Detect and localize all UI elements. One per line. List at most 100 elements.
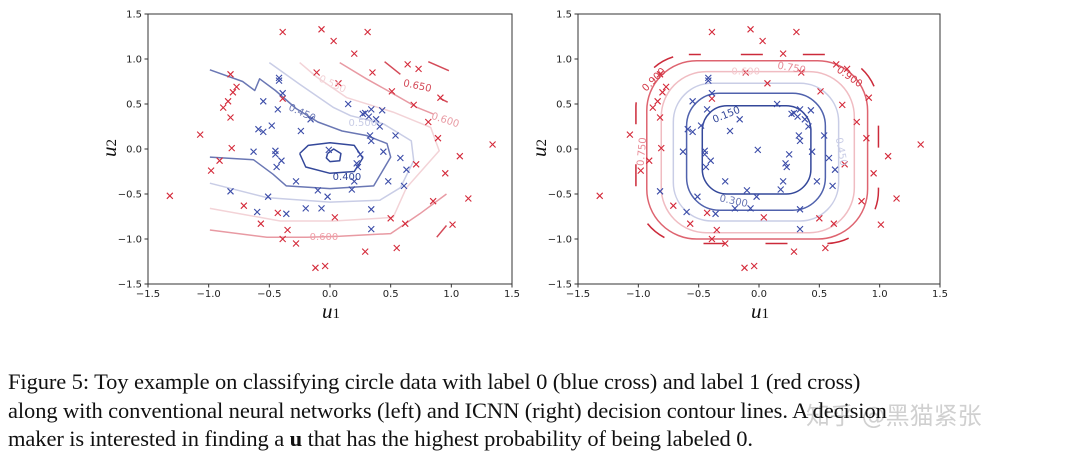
contour-lines bbox=[209, 61, 450, 238]
contour-line-0.3 bbox=[685, 92, 827, 211]
blue-cross-point bbox=[250, 148, 257, 156]
red-cross-point bbox=[843, 65, 851, 73]
x-tick-label: −1.0 bbox=[626, 289, 650, 300]
red-cross-point bbox=[330, 37, 338, 45]
red-cross-point bbox=[759, 37, 767, 45]
y-axis-label: u2 bbox=[527, 139, 551, 157]
contour-label: 0.550 bbox=[317, 74, 348, 96]
blue-cross-point bbox=[259, 97, 267, 105]
red-cross-point bbox=[464, 195, 472, 202]
blue-cross-point bbox=[796, 106, 804, 113]
red-cross-point bbox=[853, 118, 861, 126]
blue-cross-point bbox=[825, 154, 833, 162]
x-tick-label: 0.5 bbox=[383, 289, 399, 300]
y-tick-label: −1.0 bbox=[118, 235, 142, 246]
red-cross-point bbox=[893, 195, 900, 202]
blue-cross-point bbox=[813, 178, 821, 185]
blue-cross-point bbox=[372, 115, 380, 123]
red-cross-point bbox=[424, 118, 432, 126]
x-tick-label: 0.0 bbox=[751, 289, 767, 300]
contour-line-0.65 bbox=[427, 61, 450, 72]
blue-cross-point bbox=[314, 187, 322, 194]
red-cross-point bbox=[219, 104, 227, 111]
blue-cross-point bbox=[253, 208, 261, 216]
red-cross-point bbox=[369, 69, 376, 76]
caption-text: that has the highest probability of bein… bbox=[302, 426, 753, 451]
blue-cross-point bbox=[279, 89, 287, 97]
red-cross-point bbox=[656, 114, 664, 121]
blue-cross-point bbox=[275, 74, 283, 82]
y-axis-label: u2 bbox=[97, 139, 121, 157]
blue-cross-point bbox=[785, 151, 793, 158]
blue-cross-point bbox=[712, 210, 719, 218]
red-cross-point bbox=[292, 240, 300, 247]
contour-line-0.65 bbox=[436, 225, 448, 238]
blue-cross-point bbox=[773, 100, 781, 108]
y-tick-label: 1.0 bbox=[126, 55, 142, 66]
red-cross-point bbox=[361, 248, 369, 255]
red-cross-point bbox=[821, 244, 829, 252]
blue-cross-point bbox=[367, 106, 375, 113]
x-tick-label: −1.5 bbox=[566, 289, 590, 300]
caption-line-2: along with conventional neural networks … bbox=[8, 397, 887, 423]
blue-cross-point bbox=[379, 148, 387, 156]
red-cross-point bbox=[318, 25, 325, 33]
blue-cross-point bbox=[396, 154, 404, 162]
blue-cross-point bbox=[794, 113, 802, 120]
x-tick-label: 1.5 bbox=[932, 289, 948, 300]
blue-cross-point bbox=[721, 178, 729, 185]
blue-cross-point bbox=[367, 225, 375, 233]
y-tick-label: −1.5 bbox=[118, 280, 142, 291]
blue-cross-point bbox=[255, 125, 262, 133]
blue-cross-point bbox=[783, 163, 791, 171]
red-cross-point bbox=[656, 70, 664, 78]
red-cross-point bbox=[649, 104, 657, 111]
contour-line-0.6 bbox=[209, 193, 447, 238]
contour-label: 0.750 bbox=[776, 61, 806, 77]
contour-label: 0.650 bbox=[402, 78, 432, 95]
red-cross-point bbox=[708, 28, 716, 36]
blue-cross-point bbox=[777, 186, 785, 193]
y-tick-label: 0.5 bbox=[126, 100, 142, 111]
blue-cross-point bbox=[807, 106, 815, 114]
blue-cross-point bbox=[801, 115, 809, 123]
blue-cross-point bbox=[689, 97, 697, 105]
blue-cross-point bbox=[704, 77, 712, 84]
blue-cross-point bbox=[264, 193, 272, 201]
x-tick-label: 0.5 bbox=[811, 289, 827, 300]
red-cross-point bbox=[196, 131, 204, 138]
red-cross-point bbox=[312, 264, 319, 272]
red-cross-point bbox=[240, 202, 248, 210]
red-cross-point bbox=[434, 134, 442, 142]
blue-cross-point bbox=[703, 106, 711, 113]
contour-line-0.45 bbox=[209, 69, 392, 190]
red-cross-point bbox=[917, 141, 925, 148]
x-tick-label: 1.5 bbox=[504, 289, 520, 300]
blue-cross-point bbox=[736, 115, 744, 123]
blue-cross-point bbox=[743, 187, 751, 194]
blue-cross-point bbox=[683, 208, 690, 216]
y-tick-label: 0.0 bbox=[556, 145, 572, 156]
red-cross-point bbox=[207, 167, 215, 174]
blue-cross-point bbox=[292, 178, 300, 185]
x-tick-label: 1.0 bbox=[872, 289, 888, 300]
blue-cross-point bbox=[754, 146, 762, 154]
red-cross-point bbox=[686, 220, 694, 228]
blue-cross-point bbox=[344, 100, 352, 108]
blue-cross-point bbox=[367, 205, 375, 213]
blue-cross-point bbox=[747, 205, 754, 212]
red-cross-point bbox=[279, 235, 287, 243]
blue-cross-point bbox=[679, 148, 687, 156]
red-cross-point bbox=[841, 160, 849, 168]
contour-line-0.45 bbox=[672, 82, 840, 222]
watermark: 知乎 @黑猫紧张 bbox=[806, 402, 982, 430]
blue-cross-point bbox=[782, 160, 789, 167]
blue-cross-point bbox=[403, 166, 410, 174]
blue-cross-point bbox=[302, 205, 310, 212]
contour-label: 0.500 bbox=[348, 118, 377, 129]
x-tick-label: −1.5 bbox=[136, 289, 160, 300]
red-cross-point bbox=[793, 28, 800, 36]
red-cross-point bbox=[274, 209, 282, 217]
red-cross-point bbox=[229, 88, 237, 96]
